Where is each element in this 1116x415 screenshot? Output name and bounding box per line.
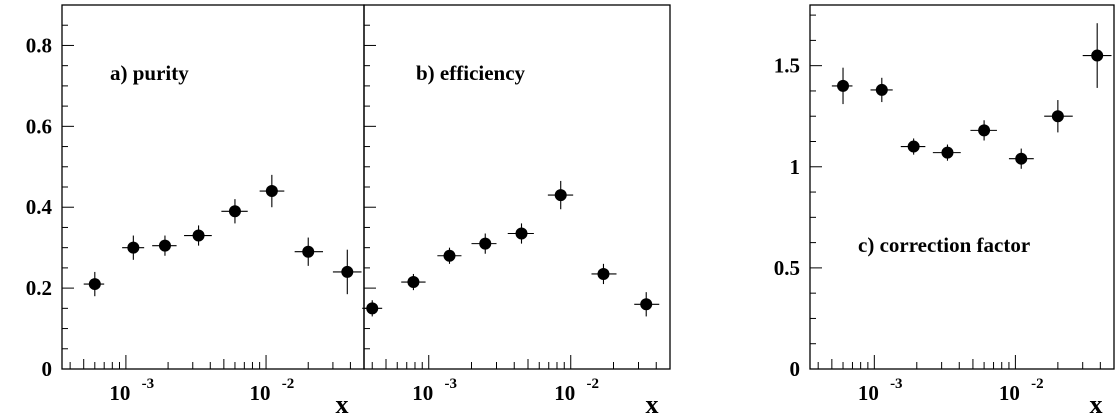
x-tick-exponent: -3 <box>890 376 903 392</box>
x-axis-label: x <box>336 390 349 415</box>
data-point <box>332 249 362 295</box>
data-point <box>437 247 462 264</box>
x-tick-exponent: -2 <box>282 376 295 392</box>
y-tick-label: 1 <box>790 155 801 179</box>
data-point <box>591 263 617 285</box>
data-point <box>507 223 534 244</box>
panel-b: 10 -3 10 -2 x b) efficiency <box>362 4 671 415</box>
y-tick-label: 0.8 <box>26 33 52 57</box>
data-point <box>634 292 660 317</box>
point-marker <box>875 83 888 96</box>
x-axis-label: x <box>646 390 659 415</box>
point-marker <box>366 302 379 315</box>
x-tick-exponent: -3 <box>444 376 457 392</box>
point-marker <box>515 227 528 240</box>
point-marker <box>1015 152 1028 165</box>
panel-annotation: b) efficiency <box>416 61 526 85</box>
data-point <box>401 273 426 291</box>
panel-annotation: a) purity <box>110 61 189 85</box>
point-marker <box>837 79 850 92</box>
data-point <box>547 180 574 210</box>
x-tick-label: 10 <box>858 381 879 405</box>
point-marker <box>978 124 991 137</box>
x-tick-label: 10 <box>250 381 271 405</box>
point-marker <box>341 265 354 278</box>
x-tick-label: 10 <box>412 381 433 405</box>
panel-a-frame <box>61 4 365 370</box>
panel-b-frame <box>363 4 671 370</box>
y-tick-label: 0.2 <box>26 276 52 300</box>
point-marker <box>158 239 171 252</box>
data-point <box>152 235 177 256</box>
x-tick-exponent: -3 <box>142 376 155 392</box>
point-marker <box>192 229 205 242</box>
x-tick-exponent: -2 <box>1031 376 1044 392</box>
point-marker <box>597 267 610 280</box>
panel-c: 0 0.5 1 1.5 10 -3 10 -2 x c) correction factor <box>774 4 1115 415</box>
point-marker <box>127 241 140 254</box>
data-point <box>294 237 324 266</box>
data-point <box>221 199 248 224</box>
point-marker <box>640 298 653 311</box>
point-marker <box>907 140 920 153</box>
data-point <box>970 120 997 141</box>
y-tick-label: 0.6 <box>26 114 52 138</box>
x-tick-label: 10 <box>109 381 130 405</box>
panel-c-frame <box>809 4 1115 370</box>
point-marker <box>302 245 315 258</box>
data-point <box>900 138 926 155</box>
data-point <box>1008 148 1034 169</box>
data-point <box>362 300 383 317</box>
point-marker <box>88 278 101 291</box>
data-point <box>184 225 212 246</box>
data-point <box>122 235 145 260</box>
y-tick-label: 1.5 <box>774 54 800 78</box>
data-point <box>932 144 961 161</box>
data-point <box>870 77 893 103</box>
x-tick-label: 10 <box>554 381 575 405</box>
point-marker <box>228 205 241 218</box>
x-tick-exponent: -2 <box>586 376 599 392</box>
data-point <box>471 233 497 254</box>
point-marker <box>1051 110 1064 123</box>
x-axis-label: x <box>1090 390 1103 415</box>
x-tick-label: 10 <box>999 381 1020 405</box>
y-tick-label: 0.5 <box>774 256 800 280</box>
point-marker <box>265 185 278 198</box>
panel-a: 0 0.2 0.4 0.6 0.8 10 -3 10 -2 x a) purity <box>26 4 365 415</box>
y-tick-label: 0 <box>42 357 53 381</box>
point-marker <box>479 237 492 250</box>
data-point <box>83 271 105 297</box>
data-point <box>1044 100 1073 133</box>
panel-annotation: c) correction factor <box>858 233 1030 257</box>
point-marker <box>554 189 567 202</box>
y-tick-label: 0 <box>790 357 801 381</box>
data-point <box>831 67 853 105</box>
data-point <box>259 174 285 208</box>
point-marker <box>1091 49 1104 62</box>
point-marker <box>407 276 420 289</box>
point-marker <box>941 146 954 159</box>
point-marker <box>443 249 456 262</box>
data-point <box>1082 23 1112 88</box>
y-tick-label: 0.4 <box>26 195 53 219</box>
